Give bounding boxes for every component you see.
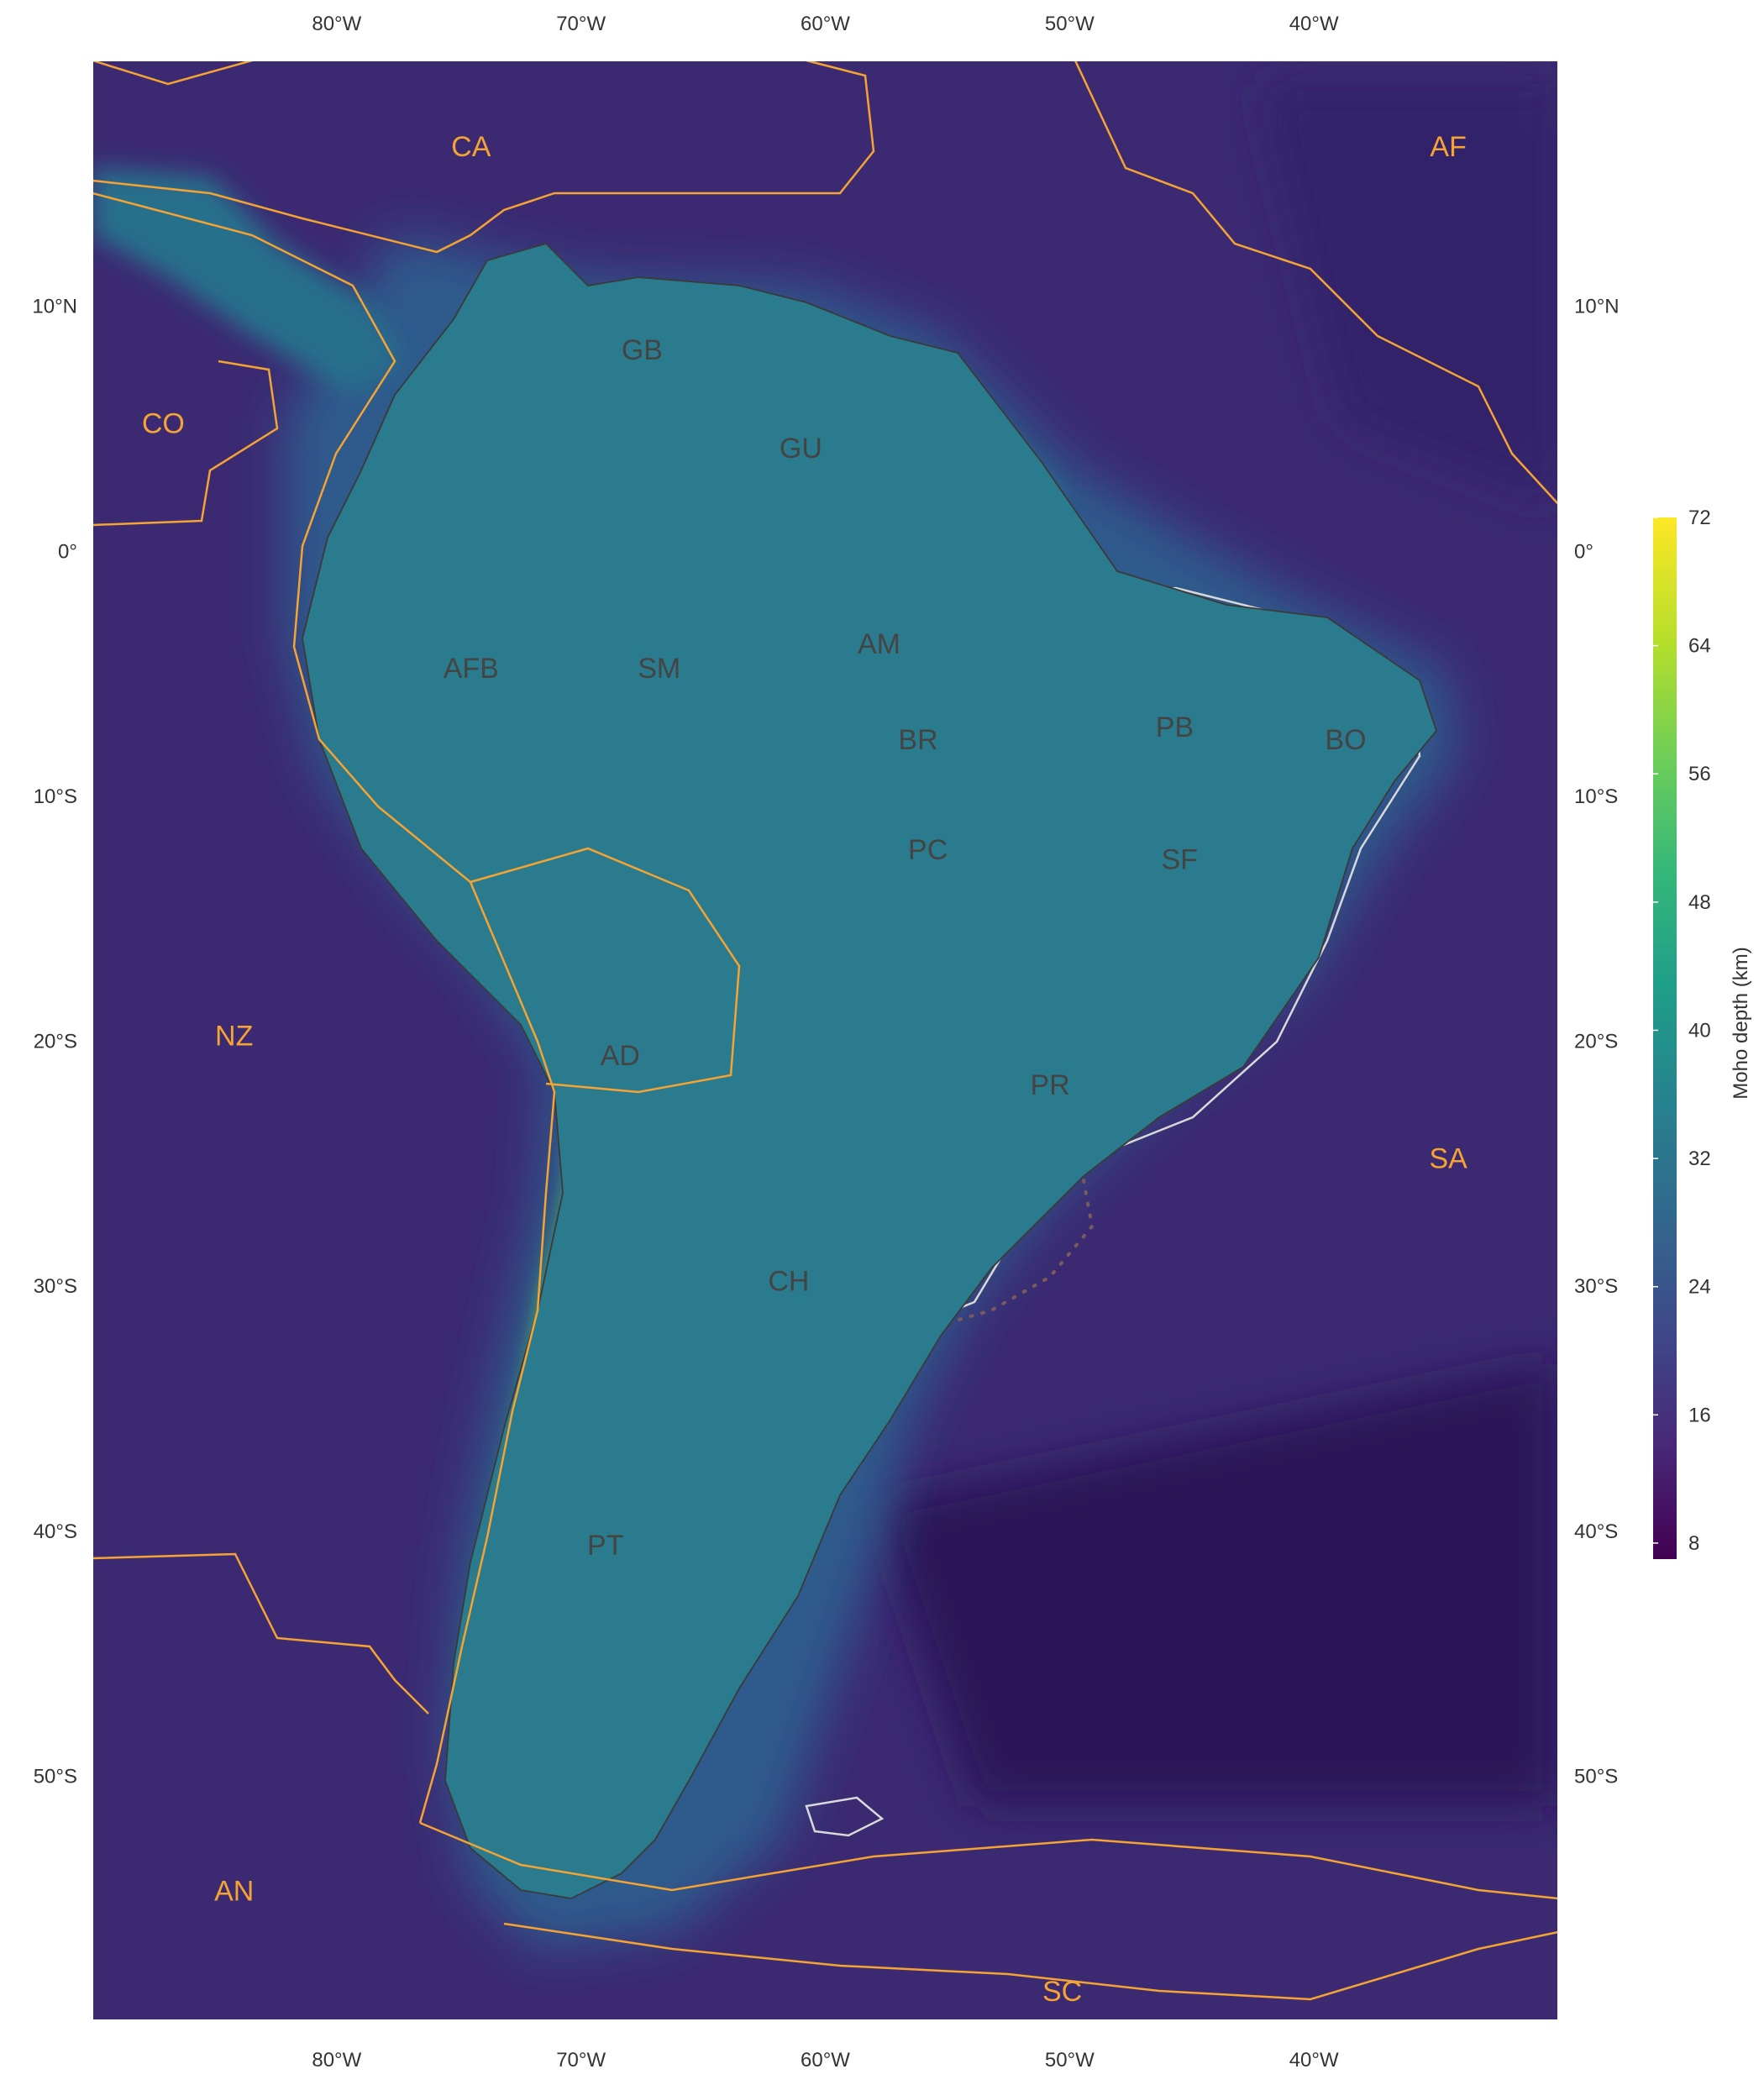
longitude-tick-label: 80°W: [312, 13, 361, 35]
plate-boundary-caribbean: [92, 60, 875, 254]
latitude-tick-label: 40°S: [34, 1520, 77, 1543]
longitude-tick-label: 60°W: [801, 13, 850, 35]
province-label: AM: [858, 628, 900, 660]
province-label: GB: [622, 334, 663, 366]
province-label: SM: [638, 653, 680, 685]
longitude-tick-label: 50°W: [1045, 13, 1095, 35]
colorbar: 72 64 56 48 40 32 24 16 8 Moho depth (km): [1653, 507, 1752, 1559]
province-label: BR: [898, 724, 937, 756]
map-panel: [92, 60, 1558, 2020]
colorbar-tick-label: 32: [1688, 1147, 1711, 1170]
central-america: [92, 168, 403, 395]
latitude-tick-label: 10°N: [1574, 296, 1620, 318]
colorbar-bar: [1653, 517, 1677, 1559]
colorbar-tick-label: 16: [1688, 1404, 1711, 1426]
colorbar-tick-label: 8: [1688, 1532, 1699, 1555]
plate-label: AF: [1430, 131, 1466, 163]
longitude-tick-label: 70°W: [556, 13, 606, 35]
latitude-tick-label: 0°: [58, 540, 77, 563]
plate-label: CO: [142, 408, 185, 440]
latitude-tick-label: 50°S: [1574, 1765, 1618, 1788]
province-label: PC: [908, 834, 948, 866]
latitude-tick-label: 10°S: [1574, 785, 1618, 808]
plate-boundary-antarctic: [92, 1552, 429, 1715]
province-label: PR: [1030, 1069, 1069, 1101]
province-label: PB: [1156, 712, 1194, 743]
colorbar-ticks: 72 64 56 48 40 32 24 16 8: [1653, 507, 1711, 1555]
plate-labels: CA AF CO NZ SA AN SC: [142, 131, 1467, 2008]
colorbar-title: Moho depth (km): [1730, 947, 1752, 1099]
latitude-tick-label: 50°S: [34, 1765, 77, 1788]
province-label: AFB: [444, 653, 499, 685]
province-outline-falklands: [805, 1796, 885, 1837]
plate-boundary-mid-atlantic: [1074, 60, 1558, 505]
longitude-tick-label: 70°W: [556, 2049, 606, 2072]
province-label: BO: [1325, 724, 1366, 756]
longitude-tick-label: 50°W: [1045, 2049, 1095, 2072]
colorbar-tick-label: 40: [1688, 1019, 1711, 1042]
latitude-tick-label: 30°S: [1574, 1275, 1618, 1298]
plate-label: AN: [214, 1875, 254, 1907]
longitude-tick-label: 60°W: [801, 2049, 850, 2072]
province-label: CH: [768, 1265, 809, 1297]
plate-boundary-scotia-north: [419, 1821, 1558, 1900]
latitude-labels-right: 10°N 0° 10°S 20°S 30°S 40°S 50°S: [1574, 296, 1620, 1788]
latitude-tick-label: 40°S: [1574, 1520, 1618, 1543]
province-label: SF: [1161, 844, 1197, 876]
longitude-labels-bottom: 80°W 70°W 60°W 50°W 40°W: [312, 2049, 1339, 2072]
longitude-labels-top: 80°W 70°W 60°W 50°W 40°W: [312, 13, 1339, 35]
plate-boundary-caribbean-north: [92, 60, 253, 86]
colorbar-tick-label: 64: [1688, 635, 1711, 658]
plate-label: CA: [451, 131, 491, 163]
province-label: GU: [780, 433, 822, 465]
colorbar-tick-label: 24: [1688, 1276, 1711, 1299]
latitude-tick-label: 10°S: [34, 785, 77, 808]
plate-boundary-altiplano: [470, 847, 741, 1094]
latitude-tick-label: 10°N: [32, 296, 77, 318]
plate-label: NZ: [215, 1021, 253, 1053]
latitude-tick-label: 30°S: [34, 1275, 77, 1298]
longitude-tick-label: 40°W: [1289, 13, 1339, 35]
plate-boundary-scotia-south: [503, 1922, 1558, 2001]
latitude-tick-label: 0°: [1574, 540, 1593, 563]
plate-label: SA: [1429, 1142, 1467, 1174]
latitude-labels-left: 10°N 0° 10°S 20°S 30°S 40°S 50°S: [32, 296, 77, 1788]
province-labels: GB GU AFB SM AM BR PB BO PC SF AD PR CH PT: [444, 334, 1367, 1562]
plate-label: SC: [1042, 1976, 1082, 2008]
latitude-tick-label: 20°S: [1574, 1031, 1618, 1053]
deep-ocean-basin: [874, 1361, 1558, 1806]
province-label: AD: [601, 1040, 640, 1072]
map-panel-border: [92, 60, 1559, 2021]
colorbar-tick-label: 72: [1688, 507, 1711, 529]
longitude-tick-label: 40°W: [1289, 2049, 1339, 2072]
longitude-tick-label: 80°W: [312, 2049, 361, 2072]
colorbar-tick-label: 48: [1688, 891, 1711, 914]
latitude-tick-label: 20°S: [34, 1031, 77, 1053]
colorbar-tick-label: 56: [1688, 763, 1711, 785]
province-label: PT: [587, 1530, 623, 1562]
plate-boundary-cocos: [92, 360, 279, 527]
